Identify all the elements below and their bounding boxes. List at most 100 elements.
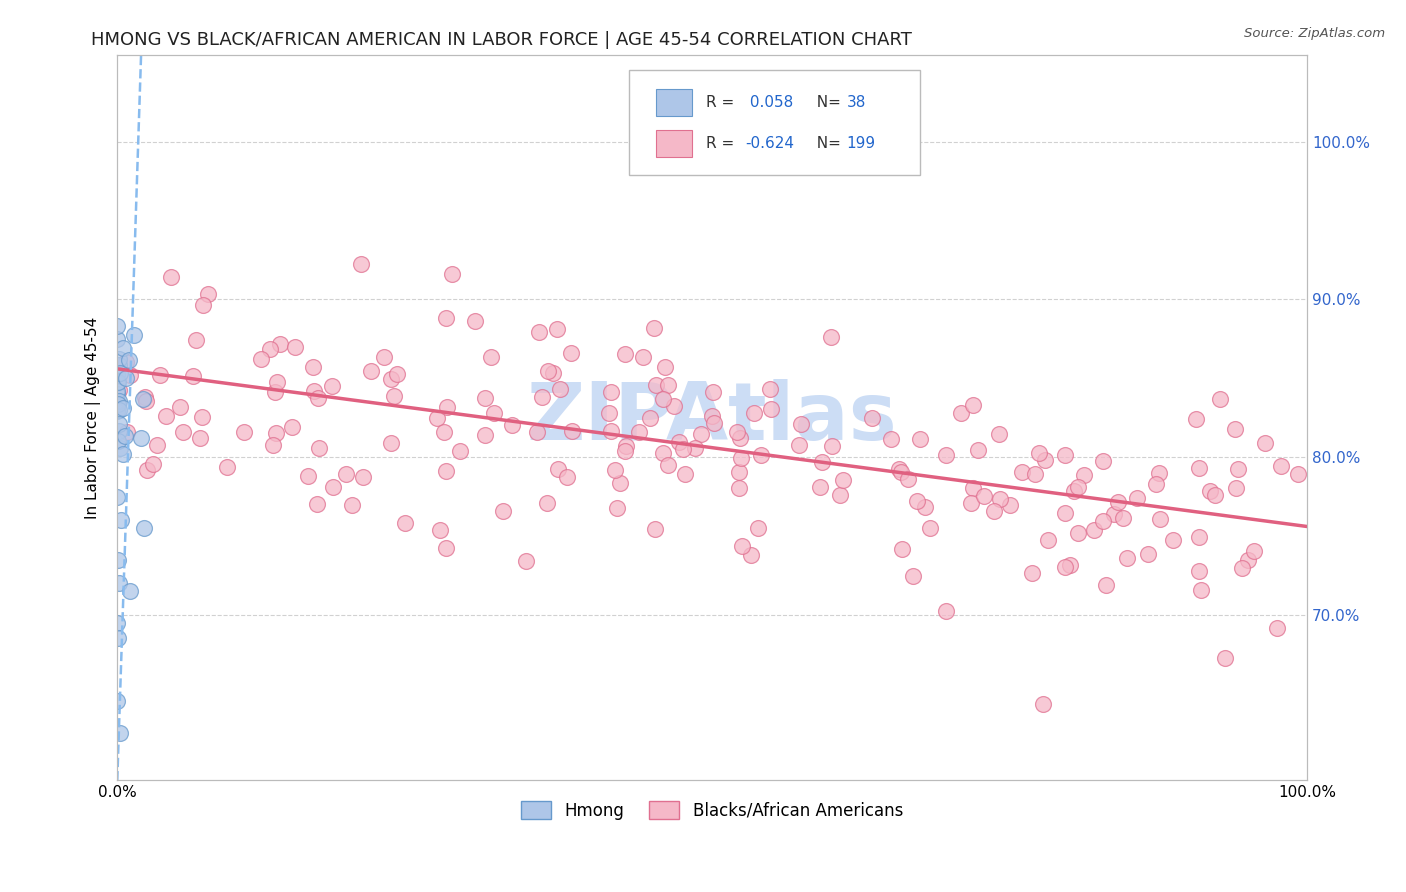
Point bbox=[105, 367, 128, 381]
Point bbox=[501, 417, 523, 432]
Point bbox=[105, 387, 128, 401]
Point bbox=[441, 267, 464, 281]
Point bbox=[1059, 558, 1081, 572]
Point bbox=[627, 425, 650, 439]
Point bbox=[107, 318, 129, 333]
Point bbox=[1102, 507, 1125, 521]
Point bbox=[1091, 514, 1114, 528]
Point bbox=[973, 490, 995, 504]
Point bbox=[662, 399, 685, 413]
Point bbox=[1213, 650, 1236, 665]
Point bbox=[531, 390, 554, 404]
Point bbox=[111, 341, 134, 355]
Text: R =: R = bbox=[706, 95, 740, 110]
Point bbox=[429, 523, 451, 537]
Text: 199: 199 bbox=[846, 136, 876, 152]
Point bbox=[434, 310, 457, 325]
Point bbox=[787, 437, 810, 451]
Point bbox=[297, 469, 319, 483]
Point bbox=[107, 434, 129, 448]
Point bbox=[302, 384, 325, 398]
Point bbox=[1147, 466, 1170, 480]
Point bbox=[907, 493, 929, 508]
Text: -0.624: -0.624 bbox=[745, 136, 794, 152]
Point bbox=[105, 393, 128, 408]
Point bbox=[184, 334, 207, 348]
Point bbox=[105, 490, 128, 504]
Point bbox=[105, 403, 128, 417]
Point bbox=[831, 473, 853, 487]
Point bbox=[962, 481, 984, 495]
Point bbox=[685, 441, 707, 455]
Point bbox=[284, 340, 307, 354]
Point bbox=[111, 447, 134, 461]
Point bbox=[860, 410, 883, 425]
Point bbox=[672, 442, 695, 456]
Point bbox=[640, 410, 662, 425]
Point bbox=[159, 270, 181, 285]
Point bbox=[233, 425, 256, 440]
Point bbox=[1053, 507, 1076, 521]
Point bbox=[105, 332, 128, 346]
FancyBboxPatch shape bbox=[628, 70, 921, 175]
Point bbox=[308, 441, 330, 455]
Point bbox=[382, 389, 405, 403]
Point bbox=[108, 726, 131, 740]
Point bbox=[108, 366, 131, 380]
Point bbox=[903, 568, 925, 582]
Point bbox=[1189, 582, 1212, 597]
Point bbox=[1094, 578, 1116, 592]
Point bbox=[614, 439, 637, 453]
Point bbox=[740, 548, 762, 562]
Point bbox=[515, 554, 537, 568]
Point bbox=[547, 462, 569, 476]
Text: HMONG VS BLACK/AFRICAN AMERICAN IN LABOR FORCE | AGE 45-54 CORRELATION CHART: HMONG VS BLACK/AFRICAN AMERICAN IN LABOR… bbox=[91, 31, 912, 49]
Point bbox=[897, 472, 920, 486]
Point bbox=[148, 368, 170, 382]
Point bbox=[249, 352, 271, 367]
Point bbox=[1204, 488, 1226, 502]
Point bbox=[657, 458, 679, 472]
Point bbox=[1073, 468, 1095, 483]
Point bbox=[132, 521, 155, 535]
Point bbox=[181, 368, 204, 383]
Point bbox=[654, 360, 676, 375]
Point bbox=[110, 513, 132, 527]
Point bbox=[360, 364, 382, 378]
Point bbox=[426, 411, 449, 425]
Point bbox=[474, 428, 496, 442]
Point bbox=[132, 392, 155, 406]
Point bbox=[1230, 561, 1253, 575]
Point bbox=[742, 407, 765, 421]
Point bbox=[1136, 547, 1159, 561]
Point bbox=[830, 488, 852, 502]
Point bbox=[700, 409, 723, 423]
Point bbox=[1063, 484, 1085, 499]
Point bbox=[1226, 462, 1249, 476]
Point bbox=[526, 425, 548, 440]
Point bbox=[725, 425, 748, 440]
Point bbox=[197, 287, 219, 301]
Point bbox=[108, 441, 131, 455]
Point bbox=[1115, 551, 1137, 566]
Point bbox=[730, 451, 752, 466]
Point bbox=[668, 434, 690, 449]
Point bbox=[107, 424, 129, 438]
Point bbox=[215, 460, 238, 475]
Point bbox=[527, 325, 550, 339]
Point bbox=[747, 520, 769, 534]
Point bbox=[191, 298, 214, 312]
Point bbox=[652, 446, 675, 460]
FancyBboxPatch shape bbox=[657, 130, 692, 157]
Point bbox=[264, 384, 287, 399]
Point bbox=[998, 499, 1021, 513]
Point bbox=[988, 427, 1011, 442]
Point bbox=[541, 366, 564, 380]
Point bbox=[108, 403, 131, 417]
Point bbox=[959, 495, 981, 509]
Point bbox=[536, 363, 558, 377]
Point bbox=[645, 377, 668, 392]
Point bbox=[657, 377, 679, 392]
Text: Source: ZipAtlas.com: Source: ZipAtlas.com bbox=[1244, 27, 1385, 40]
Point bbox=[702, 385, 724, 400]
